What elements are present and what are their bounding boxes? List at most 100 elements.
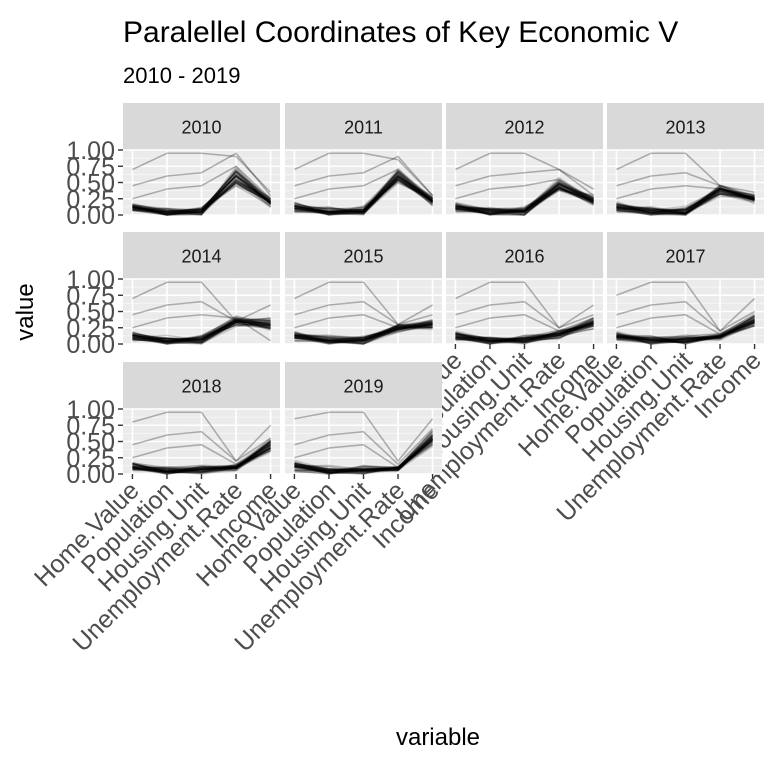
series-line	[455, 320, 594, 345]
series-line	[616, 194, 755, 215]
series-line	[132, 319, 271, 344]
series-line	[616, 193, 755, 216]
series-lines	[455, 152, 595, 216]
series-line	[132, 175, 271, 214]
series-line	[455, 186, 594, 210]
series-line	[616, 315, 755, 342]
series-line	[616, 319, 755, 344]
series-line	[132, 447, 271, 473]
series-line	[132, 446, 271, 474]
series-line	[294, 180, 433, 215]
series-line	[616, 319, 755, 342]
series-line	[132, 321, 271, 344]
series-line	[132, 449, 271, 472]
series-line	[455, 323, 594, 340]
series-line	[616, 193, 755, 214]
facet-label: 2014	[181, 247, 221, 267]
series-lines	[616, 152, 755, 216]
facet-strip	[123, 103, 280, 150]
series-line	[294, 178, 433, 215]
series-line	[616, 152, 755, 197]
series-lines	[132, 411, 272, 475]
series-lines	[455, 281, 595, 345]
series-line	[294, 171, 434, 214]
series-line	[455, 187, 594, 213]
facet-panel: 20180.000.250.500.751.00Home.ValuePopula…	[29, 362, 283, 657]
series-line	[455, 328, 594, 340]
series-line	[294, 323, 433, 344]
series-line	[132, 175, 272, 214]
series-line	[132, 170, 272, 212]
series-line	[294, 172, 434, 212]
series-line	[132, 443, 271, 466]
series-line	[132, 442, 271, 473]
series-line	[132, 185, 271, 214]
series-line	[294, 323, 433, 342]
series-line	[132, 165, 272, 200]
series-line	[294, 444, 433, 472]
series-line	[616, 322, 755, 345]
series-line	[132, 179, 271, 215]
series-line	[294, 300, 433, 326]
y-tick-label: 0.50	[66, 170, 115, 198]
series-line	[616, 189, 755, 216]
series-line	[455, 313, 594, 332]
series-line	[294, 435, 434, 473]
series-line	[455, 325, 594, 343]
facet-strip	[123, 232, 280, 279]
series-line	[455, 317, 594, 344]
series-line	[132, 447, 271, 475]
facet-strip	[446, 232, 603, 279]
series-line	[294, 319, 433, 345]
series-line	[294, 174, 433, 211]
series-line	[132, 324, 271, 343]
series-line	[132, 319, 271, 345]
series-line	[616, 188, 755, 215]
series-line	[132, 449, 271, 474]
series-line	[294, 324, 433, 342]
series-line	[455, 189, 594, 215]
series-line	[132, 322, 271, 343]
series-line	[294, 174, 434, 213]
series-line	[294, 437, 434, 472]
series-line	[132, 319, 271, 340]
series-line	[294, 443, 433, 471]
series-line	[132, 175, 272, 216]
series-line	[455, 322, 594, 343]
series-line	[616, 186, 755, 213]
series-line	[616, 322, 755, 343]
series-line	[616, 322, 755, 344]
series-line	[132, 322, 271, 343]
series-line	[616, 319, 755, 339]
series-line	[132, 165, 272, 214]
series-line	[294, 321, 433, 340]
series-line	[132, 170, 272, 212]
series-line	[294, 439, 434, 472]
facet-label: 2018	[181, 377, 221, 397]
series-line	[132, 447, 271, 472]
series-line	[294, 324, 433, 341]
series-line	[294, 325, 433, 341]
series-line	[132, 444, 271, 474]
y-tick-label: 1.00	[66, 266, 115, 294]
facet-strip	[285, 103, 442, 150]
series-line	[455, 179, 594, 213]
series-line	[455, 317, 594, 342]
series-line	[132, 440, 272, 474]
series-line	[294, 440, 434, 470]
series-line	[132, 318, 271, 341]
series-line	[132, 450, 271, 474]
series-line	[455, 325, 594, 341]
series-line	[616, 189, 755, 215]
series-line	[294, 171, 434, 211]
series-line	[616, 318, 755, 340]
y-tick-label: 1.00	[66, 137, 115, 165]
facet-label: 2019	[343, 377, 383, 397]
facet-strip	[607, 232, 764, 279]
series-line	[616, 192, 755, 213]
series-line	[132, 318, 271, 343]
series-line	[616, 324, 755, 343]
series-line	[294, 322, 433, 342]
series-line	[455, 178, 594, 213]
series-line	[455, 322, 594, 345]
